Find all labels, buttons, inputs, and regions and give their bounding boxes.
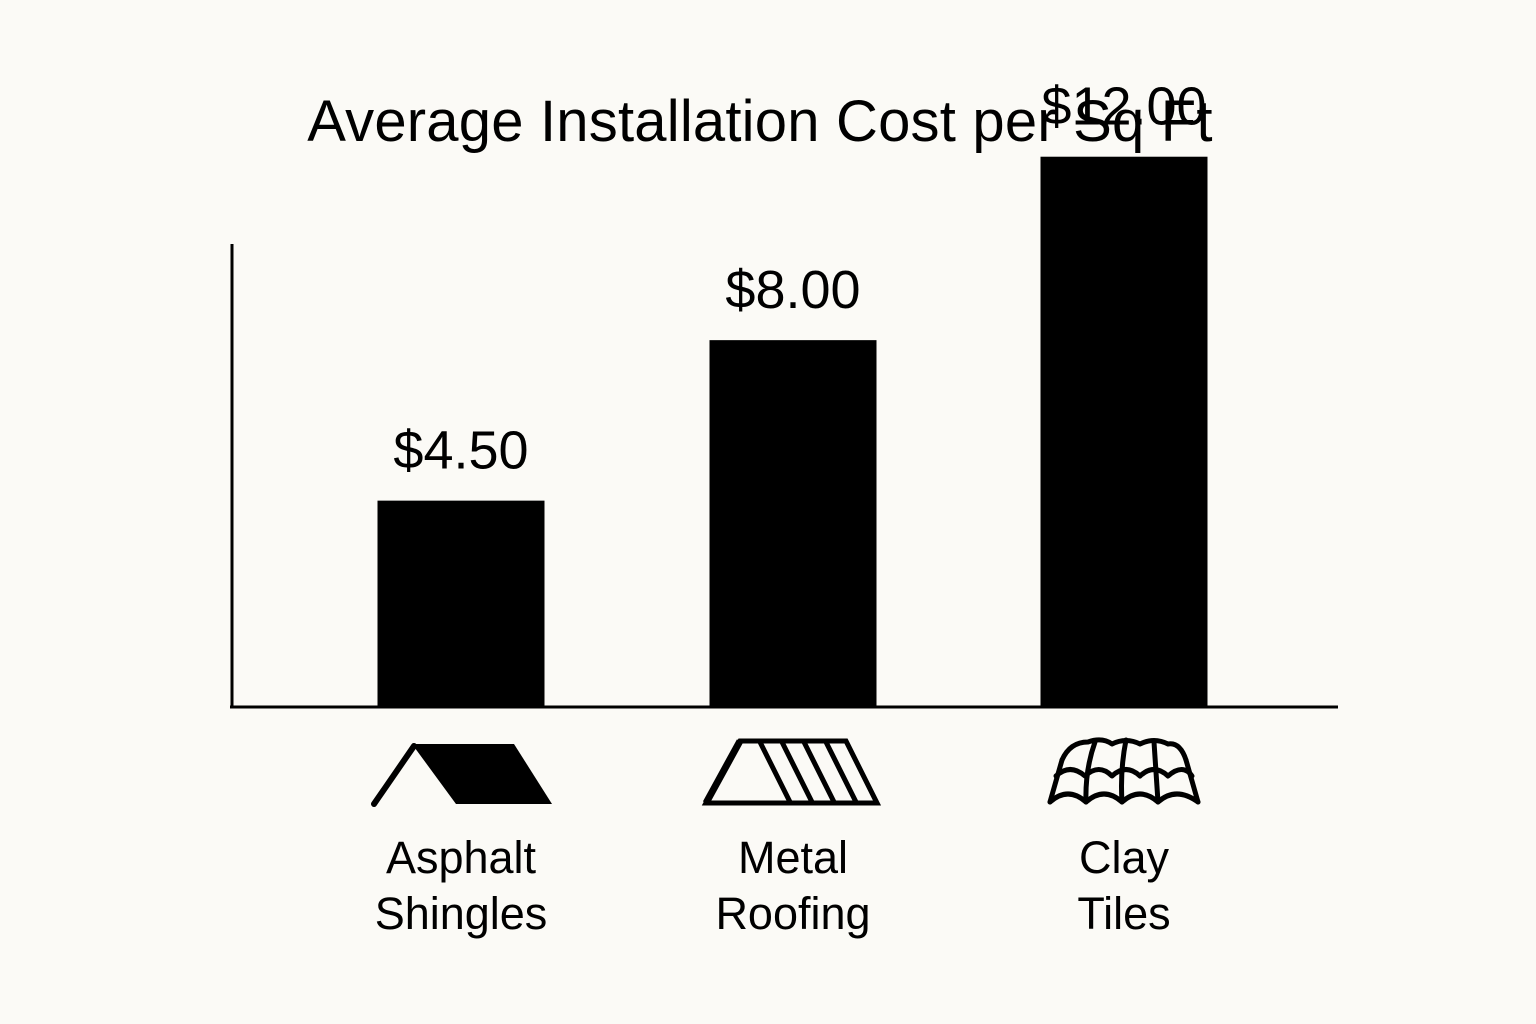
clay-tile-roof-icon bbox=[1047, 737, 1201, 805]
bar bbox=[709, 340, 877, 707]
category-label-line: Shingles bbox=[375, 888, 548, 939]
value-labels-layer: $4.50 $8.00 $12.00 bbox=[393, 77, 1206, 481]
bars-layer bbox=[377, 156, 1208, 707]
bar-value-label: $12.00 bbox=[1041, 77, 1206, 137]
category-label-line: Asphalt bbox=[386, 832, 537, 883]
category-icons-layer bbox=[371, 737, 1201, 807]
asphalt-shingle-roof-icon bbox=[371, 743, 552, 807]
metal-roof-icon bbox=[701, 738, 882, 806]
bar-value-label: $8.00 bbox=[725, 260, 860, 320]
category-label-line: Roofing bbox=[715, 888, 870, 939]
category-label-line: Metal bbox=[738, 832, 848, 883]
category-label-line: Tiles bbox=[1077, 888, 1170, 939]
bar-value-label: $4.50 bbox=[393, 421, 528, 481]
category-label-line: Clay bbox=[1079, 832, 1170, 883]
chart-title: Average Installation Cost per Sq Ft bbox=[307, 89, 1213, 154]
bar bbox=[1040, 156, 1208, 707]
bar bbox=[377, 500, 545, 707]
